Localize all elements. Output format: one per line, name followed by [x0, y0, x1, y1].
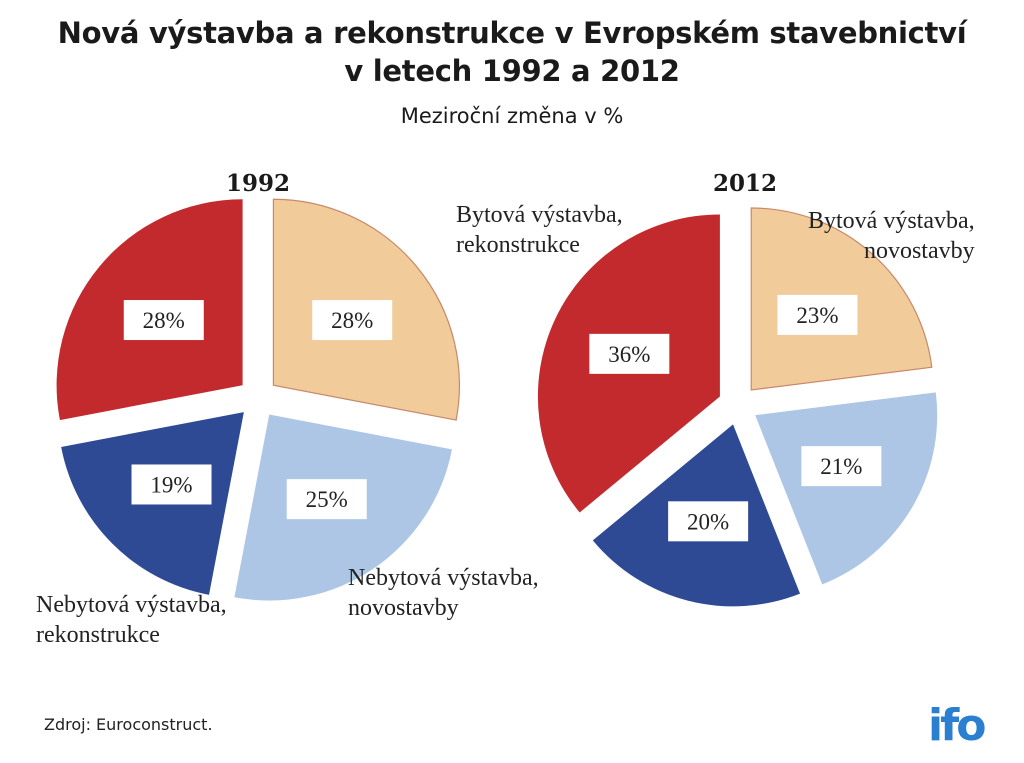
source-note: Zdroj: Euroconstruct. [44, 715, 213, 734]
pie-2012-value-label-nebytova-vystavba-rekonstrukce: 20% [668, 501, 749, 542]
value-label-text: 36% [608, 342, 650, 367]
value-label-text: 28% [143, 308, 185, 333]
ifo-logo: ifo [928, 700, 986, 751]
value-label-box [668, 501, 749, 542]
label-line: rekonstrukce [36, 622, 160, 648]
value-label-text: 28% [331, 308, 373, 333]
value-label-box [777, 294, 858, 335]
chart-title-line2: v letech 1992 a 2012 [344, 54, 680, 88]
value-label-box [123, 300, 204, 341]
label-2012-bytova-novostavby: Bytová výstavba, novostavby [808, 206, 975, 266]
value-label-text: 21% [820, 454, 862, 479]
pie-2012-value-label-bytova-vystavba-novostavby: 23% [777, 294, 858, 335]
value-label-box [131, 464, 212, 505]
value-label-box [801, 446, 882, 487]
chart-title: Nová výstavba a rekonstrukce v Evropském… [0, 14, 1024, 90]
label-line: Nebytová výstavba, [348, 565, 539, 591]
label-2012-bytova-rekonstrukce: Bytová výstavba, rekonstrukce [456, 200, 623, 260]
label-line: Bytová výstavba, [456, 202, 623, 228]
pie-1992-value-label-nebytova-vystavba-rekonstrukce: 19% [131, 464, 212, 505]
label-line: Bytová výstavba, [808, 208, 975, 234]
pie-1992-title: 1992 [226, 170, 291, 197]
pie-2012-slice-nebytova-vystavba-novostavby [755, 392, 938, 585]
pie-2012-value-label-nebytova-vystavba-novostavby: 21% [801, 446, 882, 487]
value-label-text: 20% [687, 509, 729, 534]
pie-2012-value-label-bytova-vystavba-rekonstrukce: 36% [589, 333, 670, 374]
label-line: Nebytová výstavba, [36, 592, 227, 618]
value-label-box [312, 300, 393, 341]
value-label-box [589, 333, 670, 374]
label-1992-nebytova-novostavby: Nebytová výstavba, novostavby [348, 563, 539, 623]
chart-subtitle: Meziroční změna v % [400, 104, 624, 128]
pie-1992-value-label-nebytova-vystavba-novostavby: 25% [286, 479, 367, 520]
value-label-text: 19% [150, 472, 192, 497]
label-line: rekonstrukce [456, 232, 580, 258]
value-label-text: 25% [306, 487, 348, 512]
pie-1992-value-label-bytova-vystavba-novostavby: 28% [312, 300, 393, 341]
label-1992-nebytova-rekonstrukce: Nebytová výstavba, rekonstrukce [36, 590, 227, 650]
value-label-text: 23% [796, 303, 838, 328]
pie-2012-title: 2012 [713, 170, 778, 197]
pie-1992-value-label-bytova-vystavba-rekonstrukce: 28% [123, 300, 204, 341]
label-line: novostavby [348, 595, 459, 621]
chart-title-line1: Nová výstavba a rekonstrukce v Evropském… [57, 16, 967, 50]
value-label-box [286, 479, 367, 520]
label-line: novostavby [863, 238, 975, 264]
